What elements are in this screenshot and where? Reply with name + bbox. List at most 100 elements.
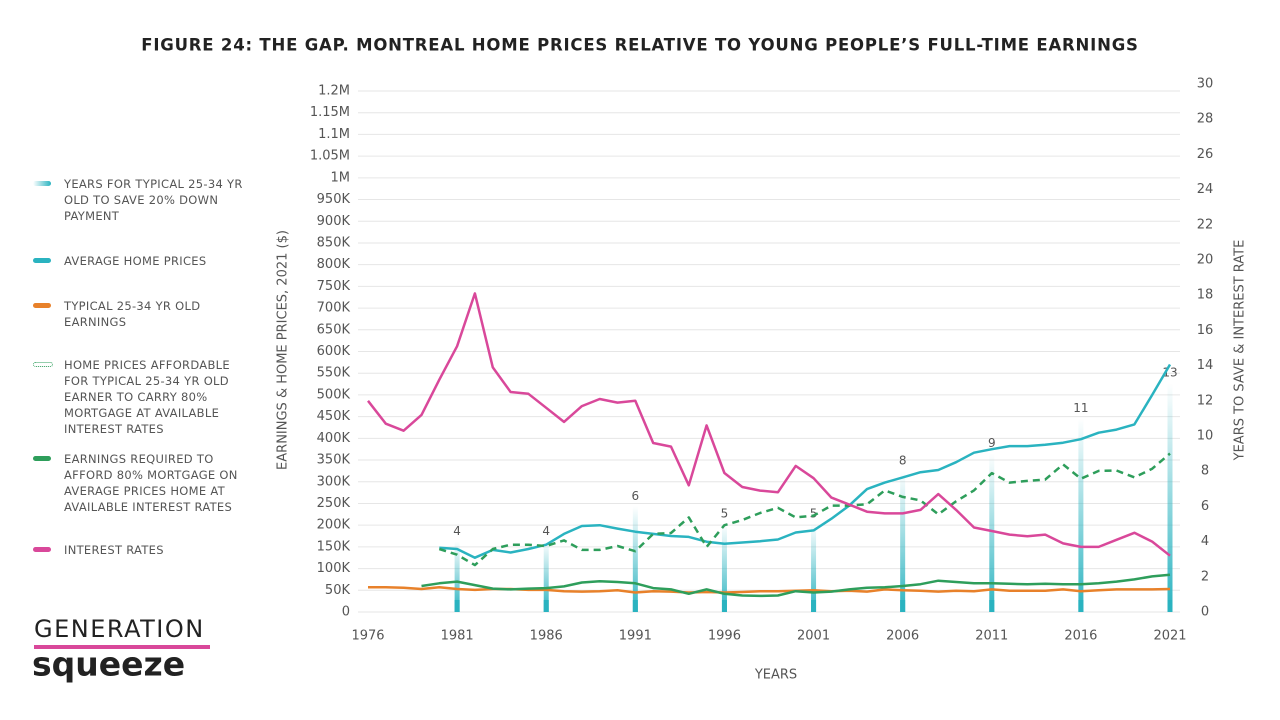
bar-base [1167, 600, 1173, 612]
bar-label: 5 [810, 507, 818, 521]
legend-label: EARNINGS REQUIRED TO AFFORD 80% MORTGAGE… [64, 452, 238, 514]
y-tick-label: 350K [317, 453, 351, 468]
legend-label: AVERAGE HOME PRICES [64, 254, 207, 268]
y2-axis-label: YEARS TO SAVE & INTEREST RATE [1233, 240, 1248, 462]
x-tick-label: 1986 [530, 629, 563, 644]
y-tick-label: 800K [317, 257, 351, 272]
y-tick-label: 50K [325, 583, 351, 598]
y2-tick-label: 14 [1197, 358, 1214, 373]
bar-base [721, 600, 727, 612]
x-tick-label: 1976 [351, 629, 384, 644]
y-axis-label: EARNINGS & HOME PRICES, 2021 ($) [276, 230, 291, 470]
series-line [439, 363, 1172, 559]
bar [454, 541, 460, 612]
y-tick-label: 300K [317, 474, 351, 489]
y-tick-label: 200K [317, 518, 351, 533]
y-tick-label: 250K [317, 496, 351, 511]
legend-swatch [33, 362, 53, 367]
legend-swatch [33, 456, 51, 461]
y2-tick-label: 20 [1197, 253, 1214, 268]
y-tick-label: 950K [317, 192, 351, 207]
y-tick-label: 900K [317, 214, 351, 229]
logo-line2: squeeze [32, 645, 185, 684]
series-line [367, 292, 1171, 557]
legend-swatch [33, 547, 51, 552]
y2-tick-label: 24 [1197, 182, 1214, 197]
bar [1078, 418, 1084, 612]
bar-base [632, 600, 638, 612]
bar-base [989, 600, 995, 612]
bar [632, 506, 638, 612]
x-axis-label: YEARS [754, 668, 797, 683]
y-tick-label: 450K [317, 409, 351, 424]
bar-label: 4 [542, 524, 550, 538]
legend-swatch [33, 258, 51, 263]
y2-tick-label: 28 [1197, 112, 1214, 127]
legend-swatch [33, 181, 51, 186]
bar-label: 11 [1073, 401, 1088, 415]
y-tick-label: 150K [317, 539, 351, 554]
y2-tick-label: 22 [1197, 217, 1214, 232]
y-tick-label: 850K [317, 235, 351, 250]
x-tick-label: 2006 [886, 629, 919, 644]
chart-title: FIGURE 24: THE GAP. MONTREAL HOME PRICES… [141, 36, 1139, 55]
x-tick-label: 2016 [1064, 629, 1097, 644]
logo-line1: GENERATION [34, 615, 205, 643]
y2-tick-label: 10 [1197, 429, 1214, 444]
bar-label: 5 [721, 507, 729, 521]
bar-label: 8 [899, 454, 907, 468]
x-tick-label: 1991 [619, 629, 652, 644]
y2-tick-label: 16 [1197, 323, 1214, 338]
bar-base [811, 600, 817, 612]
bar-label: 6 [632, 489, 640, 503]
bar-base [900, 600, 906, 612]
y2-tick-label: 30 [1197, 77, 1214, 92]
bar-label: 4 [453, 524, 461, 538]
x-tick-label: 2021 [1153, 629, 1186, 644]
y2-tick-label: 4 [1201, 534, 1209, 549]
bar [900, 471, 906, 612]
y-tick-label: 750K [317, 279, 351, 294]
y-tick-label: 650K [317, 322, 351, 337]
y-tick-label: 400K [317, 431, 351, 446]
y2-tick-label: 0 [1201, 605, 1209, 620]
series-line [421, 573, 1171, 598]
legend-label: TYPICAL 25-34 YR OLD EARNINGS [64, 299, 201, 329]
y2-tick-label: 6 [1201, 499, 1209, 514]
y2-tick-label: 2 [1201, 569, 1209, 584]
bar-label: 9 [988, 436, 996, 450]
bar-base [454, 600, 460, 612]
x-tick-label: 2001 [797, 629, 830, 644]
x-tick-label: 1981 [441, 629, 474, 644]
x-tick-label: 2011 [975, 629, 1008, 644]
bar [989, 453, 995, 612]
series-line [438, 452, 1171, 567]
y-tick-label: 0 [342, 605, 350, 620]
y-tick-label: 100K [317, 561, 351, 576]
legend-label: YEARS FOR TYPICAL 25-34 YR OLD TO SAVE 2… [64, 177, 243, 223]
y-tick-label: 600K [317, 344, 351, 359]
legend-swatch [33, 303, 51, 308]
bar [1167, 383, 1173, 612]
logo-rule [34, 645, 210, 649]
y2-tick-label: 26 [1197, 147, 1214, 162]
y-tick-label: 550K [317, 366, 351, 381]
y-tick-label: 1.2M [318, 84, 350, 99]
y-tick-label: 700K [317, 301, 351, 316]
y-tick-label: 1M [331, 170, 351, 185]
bar [543, 541, 549, 612]
legend-label: INTEREST RATES [64, 543, 164, 557]
y-tick-label: 500K [317, 387, 351, 402]
bar [811, 524, 817, 612]
y-tick-label: 1.15M [310, 105, 350, 120]
y2-tick-label: 8 [1201, 464, 1209, 479]
y-tick-label: 1.05M [310, 149, 350, 164]
y2-tick-label: 18 [1197, 288, 1214, 303]
y-tick-label: 1.1M [318, 127, 350, 142]
y2-tick-label: 12 [1197, 393, 1214, 408]
legend-label: HOME PRICES AFFORDABLE FOR TYPICAL 25-34… [64, 358, 230, 436]
bar-base [543, 600, 549, 612]
bar [721, 524, 727, 612]
